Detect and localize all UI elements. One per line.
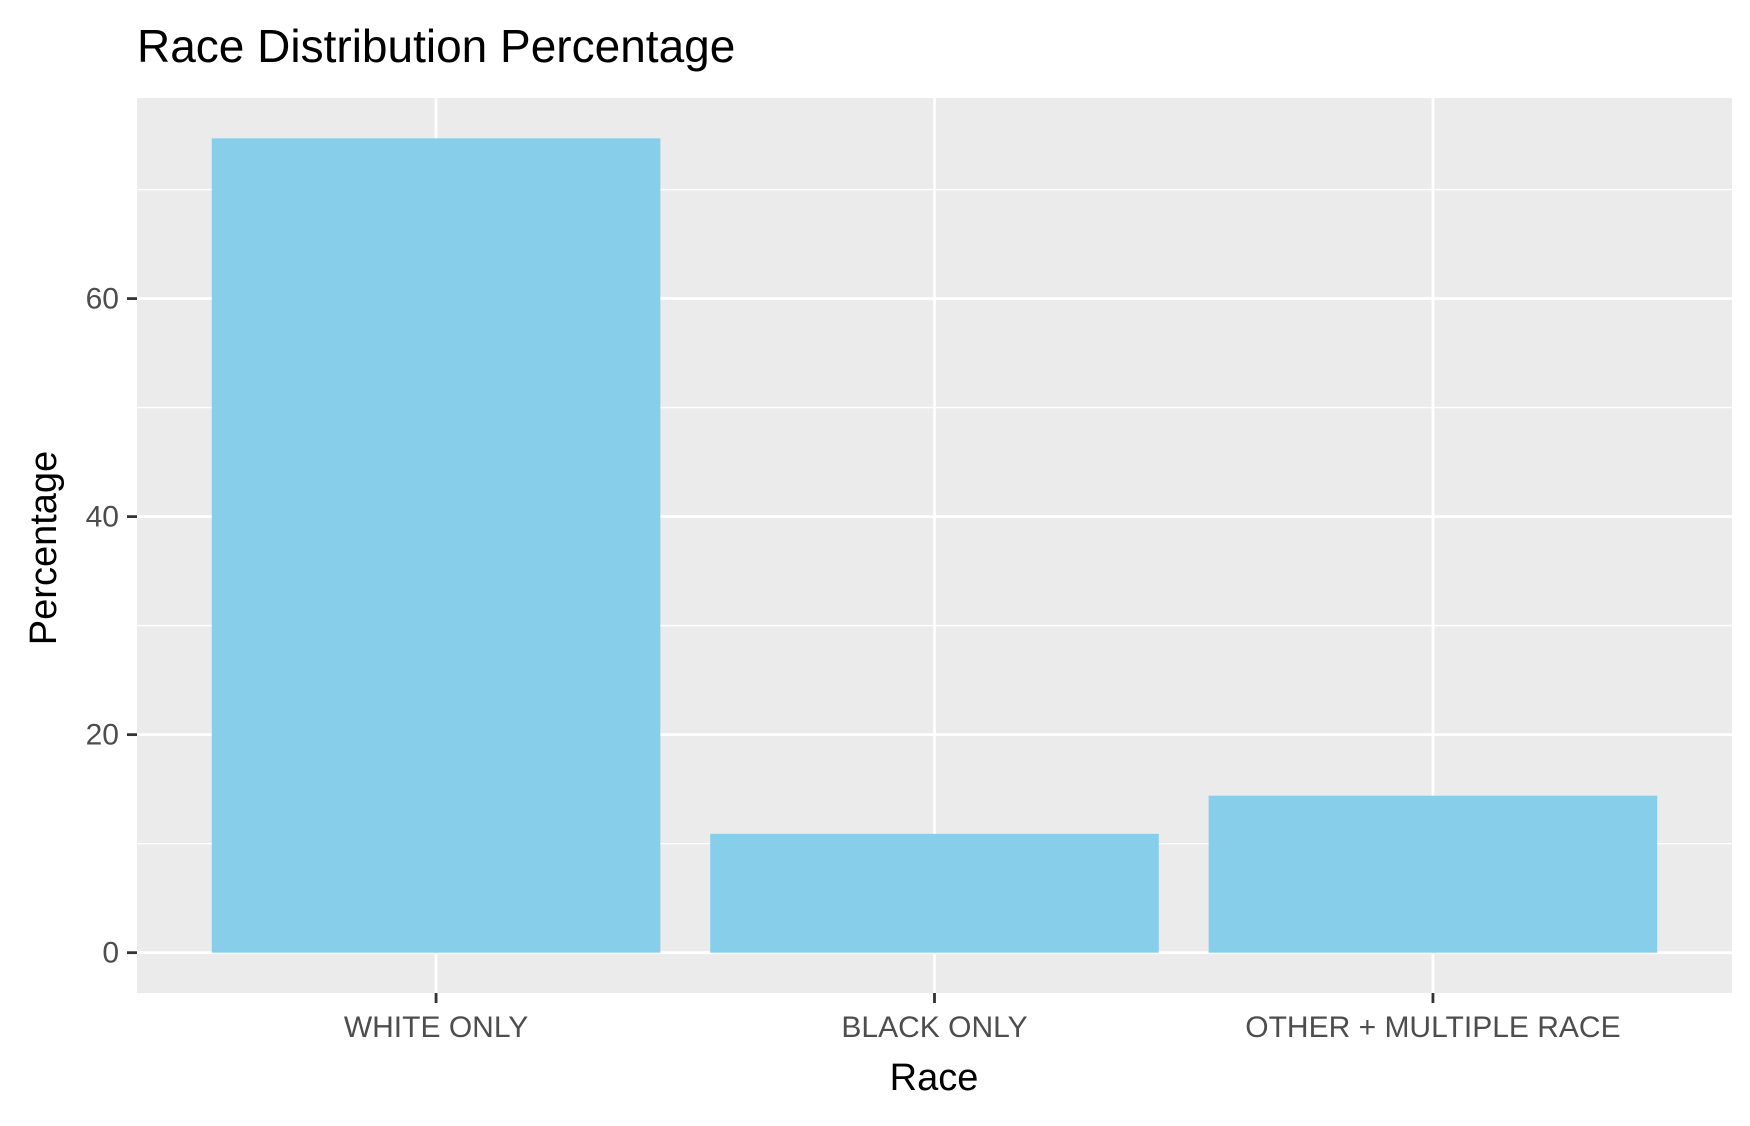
bar-black-only [710,833,1159,953]
y-tick-label: 20 [86,719,119,752]
y-axis-title: Percentage [23,451,65,645]
y-tick-label: 60 [86,283,119,316]
axes: 0 20 40 60 WHITE ONLY BLACK ONLY OTHER + MULTI… [86,283,1621,1044]
bars [211,138,1658,953]
x-tick-label: OTHER + MULTIPLE RACE [1245,1011,1620,1044]
bar-white-only [211,138,661,953]
x-tick-label: BLACK ONLY [841,1011,1027,1044]
x-axis-title: Race [890,1057,979,1099]
bar-other-multiple-race [1208,795,1658,953]
x-tick-label: WHITE ONLY [344,1011,528,1044]
y-tick-label: 40 [86,501,119,534]
chart-title: Race Distribution Percentage [137,20,735,72]
y-tick-label: 0 [102,937,119,970]
